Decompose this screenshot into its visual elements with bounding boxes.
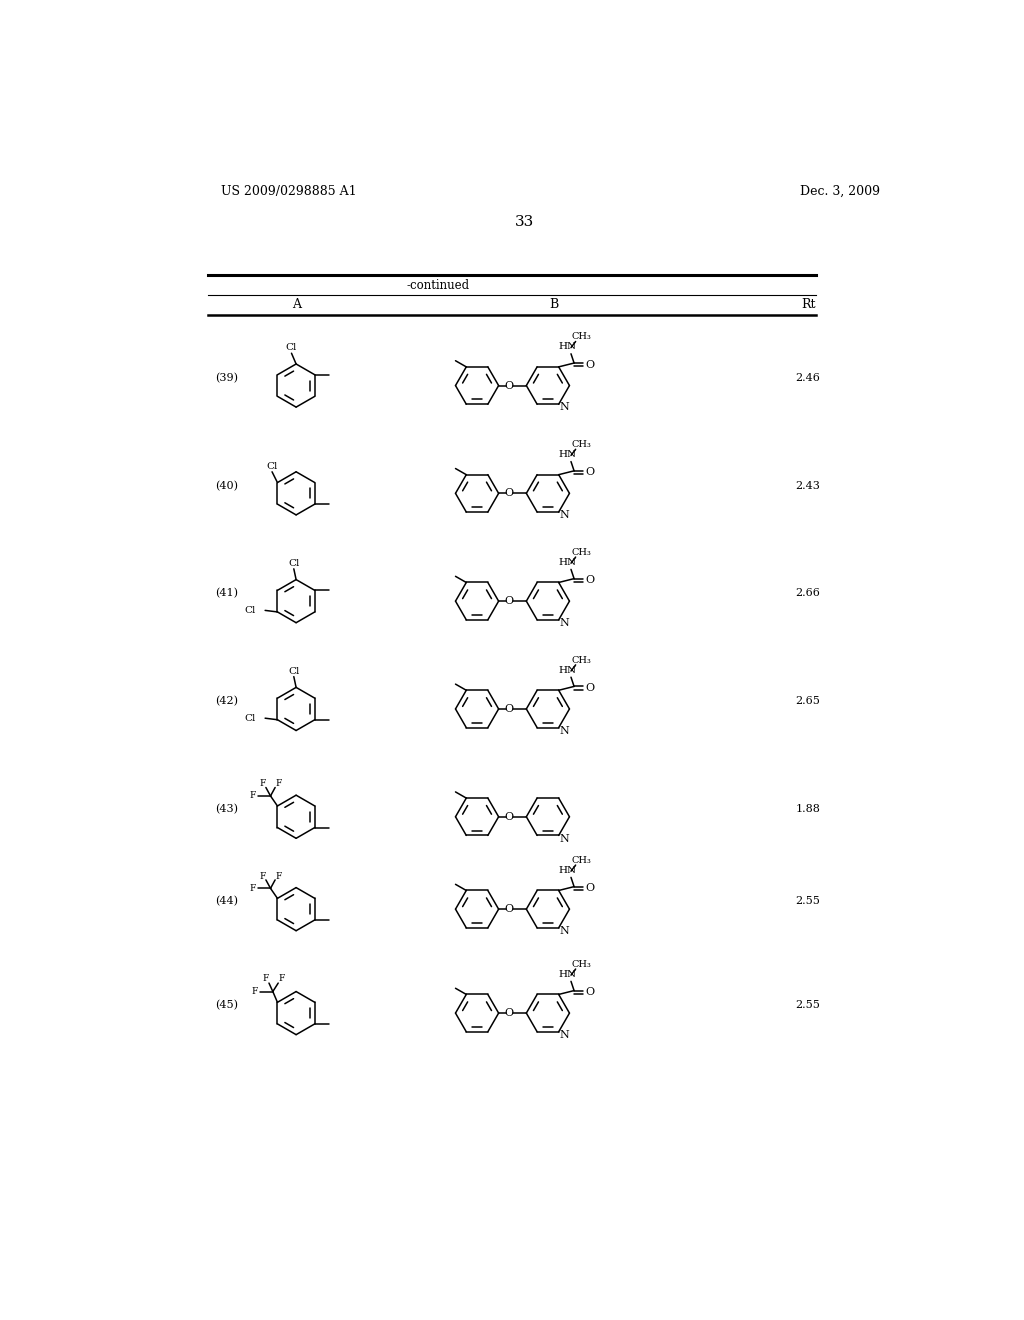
Text: Dec. 3, 2009: Dec. 3, 2009 bbox=[801, 185, 881, 198]
Text: CH₃: CH₃ bbox=[571, 333, 592, 342]
Text: F: F bbox=[275, 871, 282, 880]
Text: Cl: Cl bbox=[286, 343, 297, 352]
Text: O: O bbox=[585, 682, 594, 693]
Text: O: O bbox=[505, 1008, 514, 1018]
Text: CH₃: CH₃ bbox=[571, 960, 592, 969]
Text: F: F bbox=[263, 974, 269, 983]
Text: O: O bbox=[505, 704, 514, 714]
Text: (39): (39) bbox=[215, 372, 239, 383]
Text: O: O bbox=[505, 812, 514, 822]
Text: CH₃: CH₃ bbox=[571, 548, 592, 557]
Text: N: N bbox=[560, 925, 569, 936]
Text: 2.65: 2.65 bbox=[796, 696, 820, 706]
Text: Cl: Cl bbox=[245, 606, 256, 615]
Text: (42): (42) bbox=[215, 696, 239, 706]
Text: (41): (41) bbox=[215, 589, 239, 598]
Text: N: N bbox=[560, 403, 569, 412]
Text: B: B bbox=[550, 298, 559, 312]
Text: O: O bbox=[505, 904, 514, 915]
Text: O: O bbox=[505, 488, 514, 499]
Text: Cl: Cl bbox=[245, 714, 256, 722]
Text: (40): (40) bbox=[215, 480, 239, 491]
Text: HN: HN bbox=[559, 558, 577, 568]
Text: 2.55: 2.55 bbox=[796, 1001, 820, 1010]
Text: 2.43: 2.43 bbox=[796, 480, 820, 491]
Text: 33: 33 bbox=[515, 215, 535, 228]
Text: F: F bbox=[250, 884, 256, 892]
Text: F: F bbox=[260, 871, 266, 880]
Text: F: F bbox=[252, 987, 258, 997]
Text: CH₃: CH₃ bbox=[571, 656, 592, 665]
Text: F: F bbox=[250, 792, 256, 800]
Text: CH₃: CH₃ bbox=[571, 855, 592, 865]
Text: (45): (45) bbox=[215, 1001, 239, 1011]
Text: -continued: -continued bbox=[407, 279, 470, 292]
Text: 2.46: 2.46 bbox=[796, 372, 820, 383]
Text: HN: HN bbox=[559, 342, 577, 351]
Text: N: N bbox=[560, 1030, 569, 1040]
Text: (43): (43) bbox=[215, 804, 239, 814]
Text: Cl: Cl bbox=[288, 558, 299, 568]
Text: O: O bbox=[585, 883, 594, 894]
Text: 2.55: 2.55 bbox=[796, 896, 820, 907]
Text: (44): (44) bbox=[215, 896, 239, 907]
Text: Rt: Rt bbox=[801, 298, 815, 312]
Text: HN: HN bbox=[559, 970, 577, 979]
Text: 1.88: 1.88 bbox=[796, 804, 820, 814]
Text: O: O bbox=[505, 380, 514, 391]
Text: O: O bbox=[585, 467, 594, 478]
Text: O: O bbox=[585, 576, 594, 585]
Text: Cl: Cl bbox=[288, 667, 299, 676]
Text: 2.66: 2.66 bbox=[796, 589, 820, 598]
Text: F: F bbox=[275, 779, 282, 788]
Text: A: A bbox=[292, 298, 301, 312]
Text: HN: HN bbox=[559, 450, 577, 459]
Text: HN: HN bbox=[559, 866, 577, 875]
Text: O: O bbox=[505, 597, 514, 606]
Text: O: O bbox=[585, 359, 594, 370]
Text: N: N bbox=[560, 618, 569, 628]
Text: O: O bbox=[585, 987, 594, 997]
Text: N: N bbox=[560, 726, 569, 735]
Text: CH₃: CH₃ bbox=[571, 440, 592, 449]
Text: N: N bbox=[560, 833, 569, 843]
Text: HN: HN bbox=[559, 665, 577, 675]
Text: US 2009/0298885 A1: US 2009/0298885 A1 bbox=[221, 185, 357, 198]
Text: Cl: Cl bbox=[266, 462, 278, 471]
Text: F: F bbox=[279, 974, 285, 983]
Text: F: F bbox=[260, 779, 266, 788]
Text: N: N bbox=[560, 510, 569, 520]
